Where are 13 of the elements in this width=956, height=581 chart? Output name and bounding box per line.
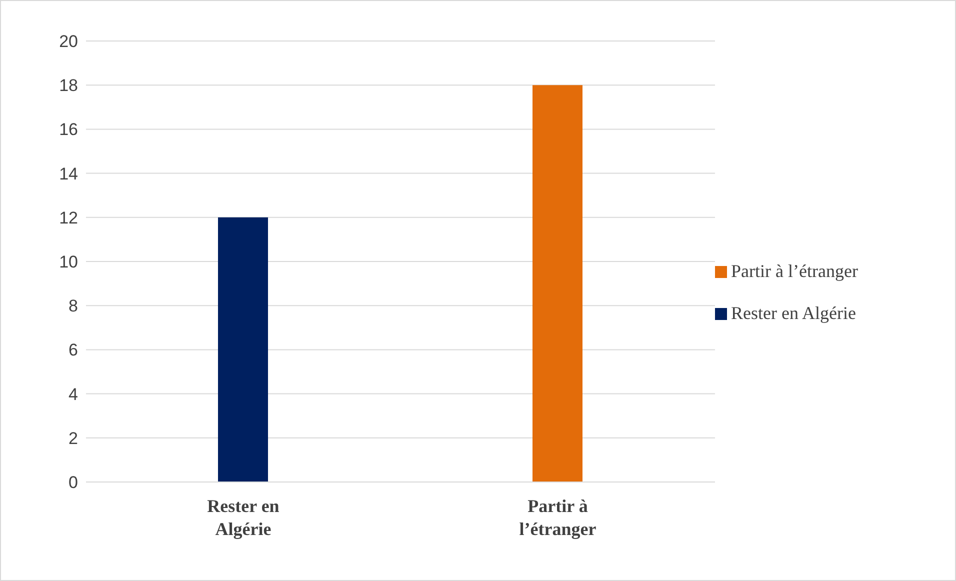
- y-tick-label: 4: [68, 384, 78, 404]
- legend-label: Partir à l’étranger: [731, 260, 858, 280]
- y-tick-label: 10: [59, 252, 78, 272]
- y-tick-label: 20: [59, 32, 78, 52]
- y-tick-label: 2: [68, 428, 78, 448]
- y-tick-label: 18: [59, 76, 78, 96]
- legend-label: Rester en Algérie: [731, 302, 856, 322]
- y-tick-label: 6: [68, 340, 78, 360]
- y-tick-label: 0: [68, 473, 78, 492]
- y-tick-label: 14: [59, 164, 78, 184]
- y-tick-label: 12: [59, 208, 78, 228]
- y-tick-label: 16: [59, 120, 78, 140]
- y-tick-label: 8: [68, 296, 78, 316]
